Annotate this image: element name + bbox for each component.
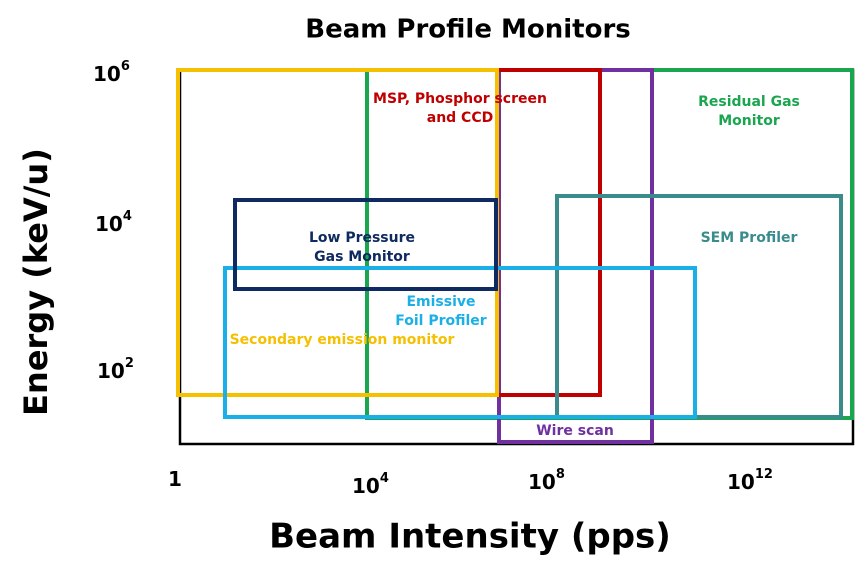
y-axis-label: Energy (keV/u)	[17, 148, 55, 416]
labels: MSP, Phosphor screen and CCD Residual Gas M…	[230, 91, 800, 439]
x-tick-label: 104	[352, 471, 389, 498]
x-tick-label: 1012	[727, 467, 773, 494]
region-label: MSP, Phosphor screen	[373, 91, 547, 107]
tick-exp: 12	[755, 467, 773, 482]
low-pressure-box	[233, 198, 498, 291]
tick-base: 10	[95, 212, 123, 236]
emissive-foil-box	[223, 266, 697, 419]
sem-box	[555, 194, 843, 419]
region-label: SEM Profiler	[701, 230, 798, 246]
tick-base: 10	[528, 470, 556, 494]
tick-exp: 4	[123, 209, 132, 224]
x-axis-label: Beam Intensity (pps)	[269, 517, 671, 557]
tick-base: 10	[93, 62, 121, 86]
title: Beam Profile Monitors	[305, 15, 631, 45]
tick-base: 10	[97, 359, 125, 383]
y-tick-label: 104	[95, 209, 132, 236]
y-tick-label: 102	[97, 356, 134, 383]
region-label: Monitor	[718, 113, 780, 129]
tick-exp: 2	[125, 356, 134, 371]
region-label: Residual Gas	[698, 94, 800, 110]
tick-exp: 4	[380, 471, 389, 486]
tick-base: 10	[727, 470, 755, 494]
region-label: Wire scan	[536, 423, 614, 439]
region-label: Emissive	[406, 294, 475, 310]
region-label: Gas Monitor	[314, 249, 410, 265]
tick-exp: 6	[121, 59, 130, 74]
tick-base: 1	[168, 467, 182, 491]
msp-box	[495, 68, 602, 397]
region-label: and CCD	[427, 110, 493, 126]
region-label: Secondary emission monitor	[230, 332, 455, 348]
region-label: Low Pressure	[309, 230, 415, 246]
x-tick-label: 1	[168, 467, 182, 491]
tick-exp: 8	[556, 467, 565, 482]
tick-base: 10	[352, 474, 380, 498]
wire-scan-box	[497, 68, 654, 444]
y-tick-label: 106	[93, 59, 130, 86]
x-tick-label: 108	[528, 467, 565, 494]
region-label: Foil Profiler	[395, 313, 487, 329]
